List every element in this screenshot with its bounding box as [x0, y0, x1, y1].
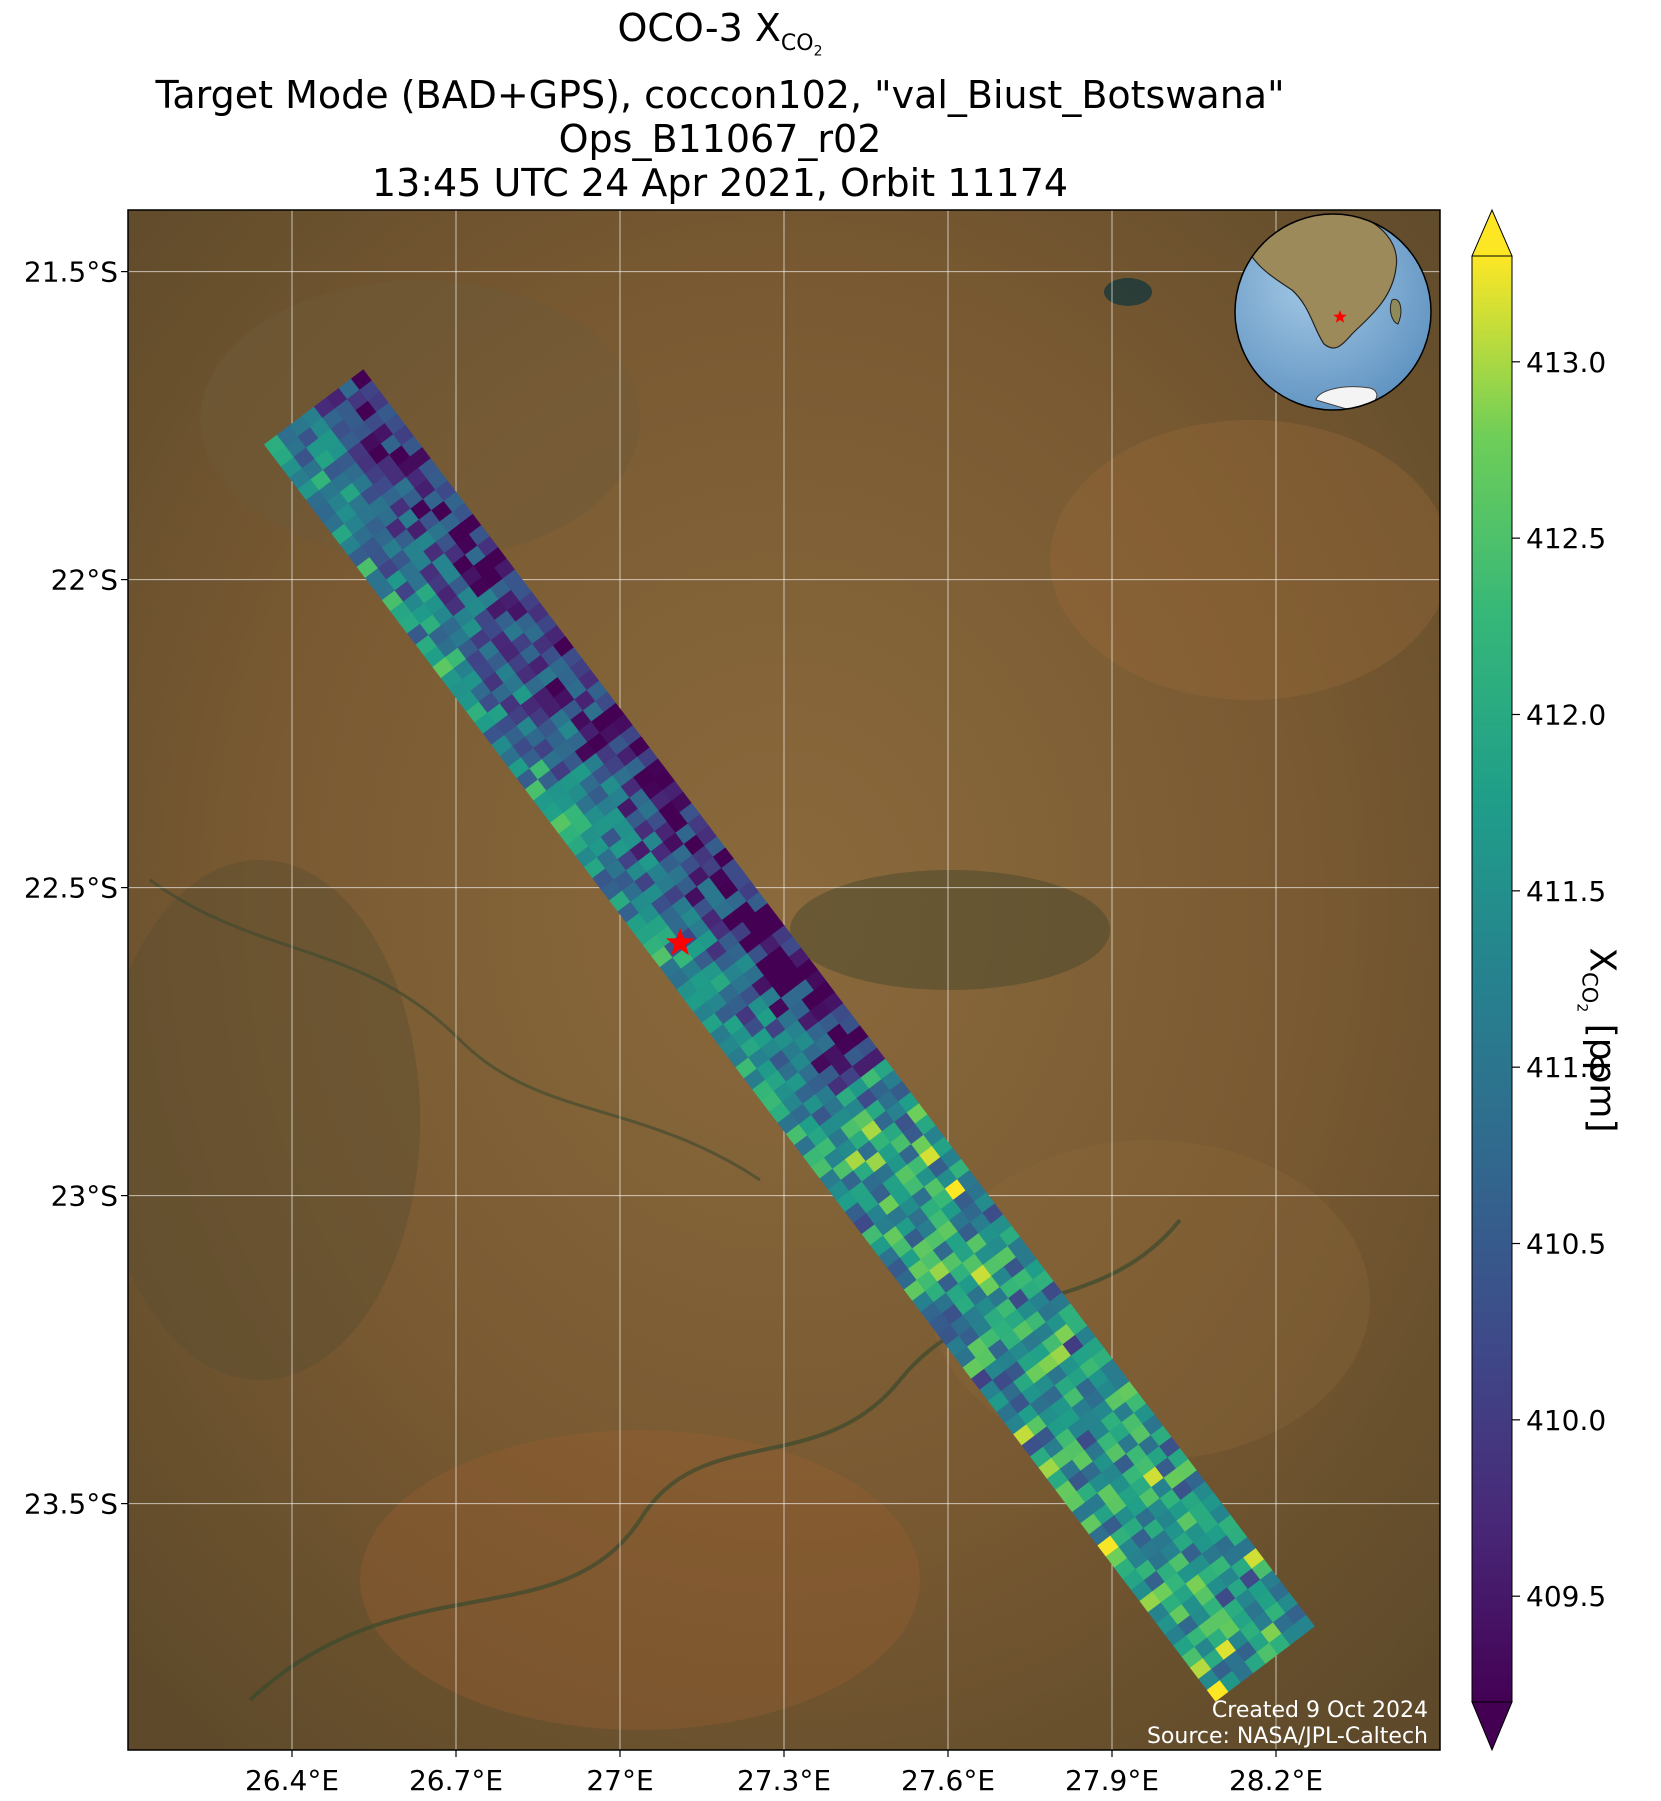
colorbar-extend-high [1471, 208, 1513, 257]
title-line-4: 13:45 UTC 24 Apr 2021, Orbit 11174 [371, 160, 1069, 205]
globe-target-star-icon [1333, 310, 1347, 323]
longitude-axis: 26.4°E 26.7°E 27°E 27.3°E 27.6°E 27.9°E 28.2°E [245, 1750, 1323, 1797]
colorbar-frame [1471, 255, 1513, 1703]
lat-tick-label-0: 21.5°S [24, 256, 118, 289]
colorbar-tick-label-7: 413.0 [1526, 346, 1606, 379]
colorbar-tick-label-0: 409.5 [1526, 1580, 1606, 1613]
colorbar-ticks: 409.5 410.0 410.5 411.0 411.5 412.0 412.5 413.0 [1512, 346, 1606, 1613]
title-line-1: OCO-3 XCO2 [617, 6, 823, 59]
lon-tick-label-3: 27.3°E [737, 1764, 831, 1797]
credit-source: Source: NASA/JPL-Caltech [1147, 1724, 1428, 1749]
map-panel: Created 9 Oct 2024 Source: NASA/JPL-Calt… [127, 209, 1441, 1751]
lon-tick-label-0: 26.4°E [245, 1764, 339, 1797]
lon-tick-label-4: 27.6°E [901, 1764, 995, 1797]
terrain-texture [128, 278, 1440, 1730]
lon-tick-label-6: 28.2°E [1229, 1764, 1323, 1797]
lat-tick-label-4: 23.5°S [24, 1488, 118, 1521]
title-line-2: Target Mode (BAD+GPS), coccon102, "val_B… [155, 72, 1285, 117]
globe-outline [1234, 213, 1432, 411]
globe-africa [1239, 214, 1398, 349]
globe-madagascar [1389, 298, 1402, 325]
lon-tick-label-5: 27.9°E [1065, 1764, 1159, 1797]
sounding-pixel [1206, 1680, 1229, 1702]
colorbar-tick-label-4: 411.5 [1526, 875, 1606, 908]
colorbar-gradient [1472, 256, 1512, 1702]
inset-globe [1234, 213, 1432, 411]
colorbar-tick-label-5: 412.0 [1526, 698, 1606, 731]
colorbar: 409.5 410.0 410.5 411.0 411.5 412.0 412.5 413.0 [1471, 208, 1606, 1752]
target-star-icon [665, 928, 695, 956]
colorbar-tick-label-1: 410.0 [1526, 1404, 1606, 1437]
colorbar-tick-label-6: 412.5 [1526, 522, 1606, 555]
colorbar-tick-label-3: 411.0 [1526, 1051, 1606, 1084]
lat-tick-label-1: 22°S [51, 564, 118, 597]
lon-tick-label-1: 26.7°E [409, 1764, 503, 1797]
xco2-swath [263, 369, 1315, 1702]
chart-title: OCO-3 XCO2 Target Mode (BAD+GPS), coccon… [0, 6, 1440, 205]
credit-created: Created 9 Oct 2024 [1212, 1698, 1428, 1723]
lat-tick-label-2: 22.5°S [24, 872, 118, 905]
lon-tick-label-2: 27°E [586, 1764, 653, 1797]
colorbar-tick-label-2: 410.5 [1526, 1228, 1606, 1261]
lat-tick-label-3: 23°S [51, 1180, 118, 1213]
colorbar-extend-low [1471, 1701, 1513, 1752]
title-line-3: Ops_B11067_r02 [558, 116, 882, 161]
colorbar-label: XCO2 [ppm] [1573, 947, 1623, 1133]
latitude-axis: 21.5°S 22°S 22.5°S 23°S 23.5°S [24, 256, 128, 1521]
